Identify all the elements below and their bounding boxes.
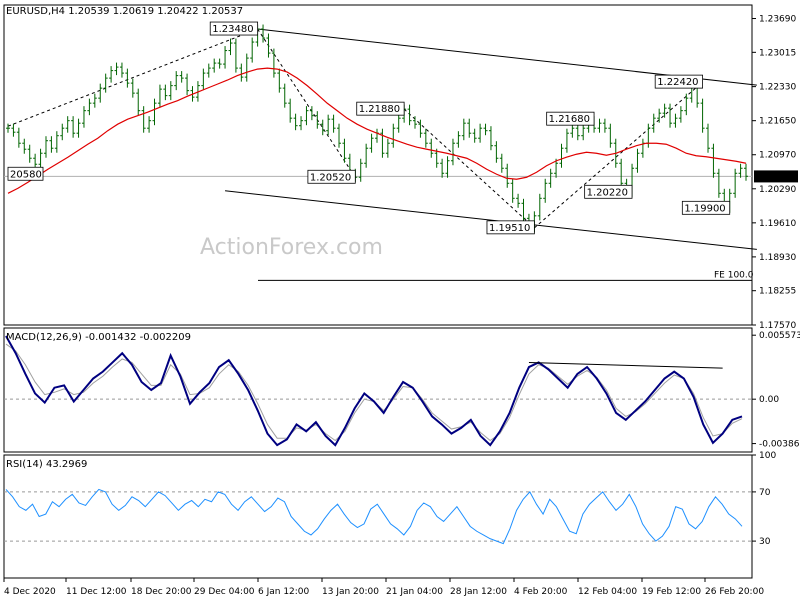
swing-label: 1.21880 (359, 104, 400, 115)
x-tick-label: 13 Jan 20:00 (322, 587, 379, 597)
price-y-tick-label: 1.22330 (759, 83, 796, 93)
wave-dotted-line (403, 108, 535, 229)
rsi-y-tick-label: 100 (759, 451, 776, 461)
swing-label: 1.19900 (684, 203, 725, 214)
moving-average-line (7, 67, 747, 194)
swing-label-box (654, 74, 703, 89)
swing-label-box (7, 166, 44, 181)
price-y-tick-label: 1.20970 (759, 151, 796, 161)
price-y-tick-label: 1.17570 (759, 321, 796, 331)
rsi-line (5, 488, 743, 545)
swing-label-box (681, 200, 731, 215)
swing-label-box (486, 220, 535, 235)
swing-label-box (546, 111, 595, 126)
swing-label: 1.22420 (657, 77, 698, 88)
macd-divergence-line (528, 361, 723, 369)
swing-label-box (209, 21, 259, 36)
rsi-frame (3, 454, 753, 579)
x-tick-label: 28 Jan 12:00 (450, 587, 507, 597)
rsi-panel (4, 488, 752, 545)
current-price-label: 1.20537 (757, 172, 794, 182)
x-tick-label: 21 Jan 04:00 (386, 587, 443, 597)
channel-line (225, 190, 757, 250)
x-tick-label: 4 Feb 20:00 (514, 587, 568, 597)
price-y-tick-label: 1.18930 (759, 253, 796, 263)
price-y-tick-label: 1.19610 (759, 219, 796, 229)
panel-frames (3, 4, 753, 579)
price-y-tick-label: 1.23015 (759, 48, 796, 58)
macd-frame (3, 327, 753, 453)
x-tick-label: 26 Feb 20:00 (705, 587, 764, 597)
swing-label: 1.23480 (212, 24, 253, 35)
x-tick-label: 19 Feb 12:00 (642, 587, 701, 597)
macd-y-tick-label: -0.003867 (759, 440, 800, 450)
x-tick-label: 18 Dec 20:00 (131, 587, 192, 597)
wave-dotted-line (257, 28, 356, 178)
x-tick-label: 11 Dec 12:00 (66, 587, 127, 597)
macd-y-tick-label: 0.00 (759, 395, 779, 405)
macd-y-tick-label: 0.005573 (759, 331, 800, 341)
swing-label-box (584, 184, 633, 199)
macd-line (5, 335, 743, 447)
macd-panel (4, 335, 752, 447)
swing-label-box (307, 169, 356, 184)
price-header: EURUSD,H4 1.20539 1.20619 1.20422 1.2053… (6, 6, 243, 17)
price-y-tick-label: 1.21650 (759, 117, 796, 127)
macd-title: MACD(12,26,9) -0.001432 -0.002209 (6, 332, 191, 343)
swing-label: 1.21680 (549, 114, 590, 125)
swing-label: 20580 (10, 169, 42, 180)
rsi-y-tick-label: 70 (759, 488, 771, 498)
price-y-tick-label: 1.18255 (759, 287, 796, 297)
watermark: ActionForex.com (200, 235, 383, 260)
x-tick-label: 29 Dec 04:00 (194, 587, 255, 597)
price-frame (3, 4, 753, 326)
axes: 1.23690 1.23015 1.22330 1.21650 1.20970 1.202… (3, 15, 800, 597)
wave-dotted-line (534, 81, 703, 229)
x-tick-label: 4 Dec 2020 (4, 587, 56, 597)
rsi-title: RSI(14) 43.2969 (6, 459, 87, 470)
rsi-y-tick-label: 30 (759, 537, 771, 547)
price-panel: FE 100.0 1.23480 1.21880 1.20520 1.19510 1.21… (4, 21, 757, 281)
x-tick-label: 6 Jan 12:00 (258, 587, 310, 597)
swing-label-box (356, 101, 405, 116)
swing-label: 1.20520 (310, 172, 351, 183)
current-price-box (754, 170, 798, 183)
wave-dotted-line (7, 28, 258, 127)
x-tick-label: 12 Feb 04:00 (578, 587, 637, 597)
price-y-tick-label: 1.20290 (759, 185, 796, 195)
swing-label: 1.19510 (489, 223, 530, 234)
fe-100-label: FE 100.0 (714, 270, 754, 280)
price-y-tick-label: 1.23690 (759, 15, 796, 25)
swing-label: 1.20220 (587, 187, 628, 198)
